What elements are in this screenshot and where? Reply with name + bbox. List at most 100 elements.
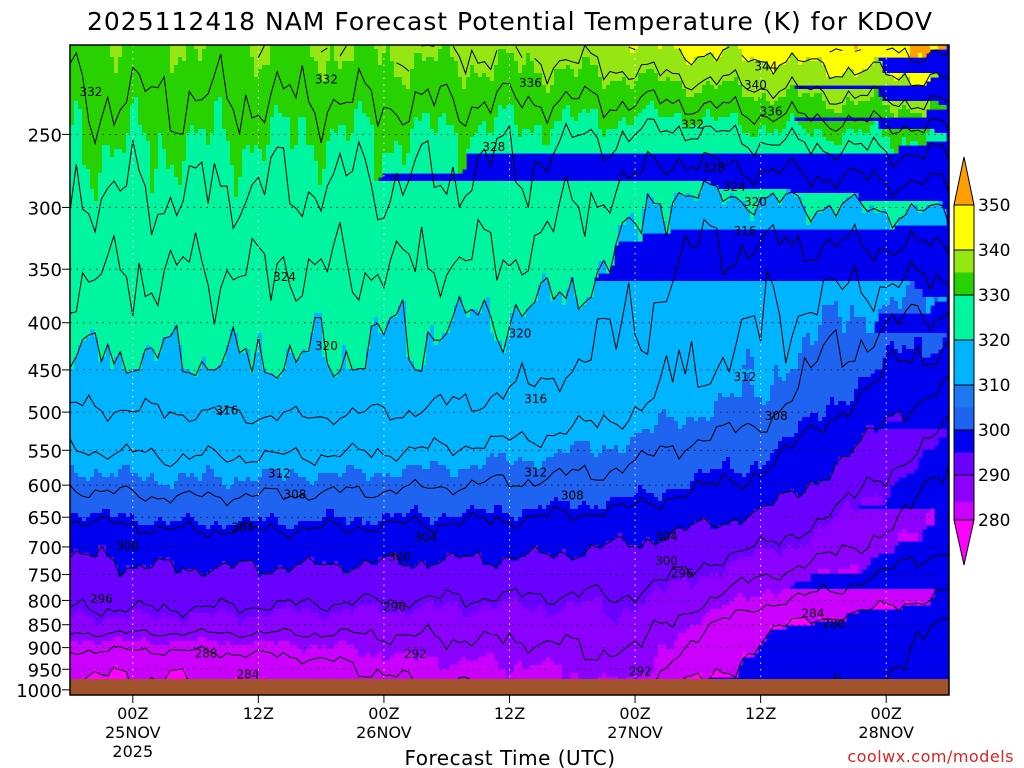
- color-band-cell: [542, 273, 547, 278]
- color-band-cell: [426, 357, 747, 362]
- color-band-cell: [790, 85, 795, 90]
- color-band-cell: [814, 341, 891, 346]
- color-band-cell: [382, 513, 391, 518]
- color-band-cell: [538, 293, 551, 298]
- color-band-cell: [458, 153, 467, 158]
- color-band-cell: [370, 117, 415, 122]
- color-band-cell: [442, 605, 459, 610]
- color-band-cell: [862, 497, 883, 502]
- color-band-cell: [230, 485, 639, 490]
- color-band-cell: [742, 365, 755, 370]
- color-band-cell: [446, 465, 471, 470]
- color-band-cell: [702, 85, 715, 90]
- color-band-cell: [754, 209, 807, 214]
- color-band-cell: [70, 125, 83, 130]
- color-band-cell: [718, 393, 723, 398]
- color-band-cell: [366, 353, 407, 358]
- color-band-cell: [466, 509, 487, 514]
- color-band-cell: [70, 537, 615, 542]
- color-band-cell: [502, 509, 523, 514]
- color-band-cell: [174, 65, 255, 70]
- isoline-312: [70, 260, 949, 468]
- color-band-cell: [310, 333, 323, 338]
- color-band-cell: [218, 609, 227, 614]
- color-band-cell: [98, 553, 107, 558]
- color-band-cell: [534, 129, 543, 134]
- color-band-cell: [594, 293, 907, 298]
- color-band-cell: [162, 517, 183, 522]
- color-band-cell: [630, 437, 783, 442]
- color-band-cell: [666, 589, 767, 594]
- color-band-cell: [122, 361, 143, 366]
- color-band-cell: [110, 509, 327, 514]
- color-band-cell: [566, 289, 575, 294]
- color-band-cell: [358, 101, 363, 106]
- color-band-cell: [522, 313, 527, 318]
- color-band-cell: [658, 541, 811, 546]
- color-band-cell: [766, 401, 831, 406]
- color-band-cell: [214, 105, 223, 110]
- color-band-cell: [810, 481, 815, 486]
- color-band-cell: [674, 45, 727, 50]
- color-band-cell: [414, 125, 431, 130]
- color-band-cell: [146, 637, 199, 642]
- color-band-cell: [98, 193, 235, 198]
- color-band-cell: [294, 357, 299, 362]
- color-band-cell: [90, 513, 111, 518]
- color-band-cell: [206, 469, 215, 474]
- color-band-cell: [290, 605, 359, 610]
- color-band-cell: [550, 553, 559, 558]
- color-band-cell: [554, 73, 575, 78]
- color-band-cell: [70, 117, 75, 122]
- color-band-cell: [322, 561, 327, 566]
- color-band-cell: [386, 473, 391, 478]
- color-band-cell: [746, 377, 751, 382]
- color-band-cell: [882, 501, 887, 506]
- color-band-cell: [362, 109, 499, 114]
- color-band-cell: [746, 349, 751, 354]
- color-band-cell: [830, 401, 835, 406]
- color-band-cell: [874, 205, 911, 210]
- color-band-cell: [722, 573, 811, 578]
- color-band-cell: [574, 293, 595, 298]
- color-band-cell: [494, 337, 507, 342]
- color-band-cell: [262, 157, 267, 162]
- color-band-cell: [322, 173, 375, 178]
- color-band-cell: [70, 645, 299, 650]
- color-band-cell: [582, 65, 599, 70]
- color-band-cell: [418, 657, 439, 662]
- color-band-cell: [534, 125, 543, 130]
- color-band-cell: [126, 565, 131, 570]
- color-band-cell: [850, 313, 855, 318]
- color-band-cell: [70, 225, 619, 230]
- color-band-cell: [654, 585, 659, 590]
- color-band-cell: [82, 161, 103, 166]
- color-band-cell: [694, 473, 743, 478]
- color-band-cell: [390, 45, 443, 50]
- color-band-cell: [666, 489, 791, 494]
- color-band-cell: [686, 629, 771, 634]
- color-band-cell: [874, 209, 883, 214]
- x-tick-label: 12Z: [745, 704, 776, 723]
- color-band-cell: [178, 341, 231, 346]
- color-band-cell: [862, 205, 871, 210]
- color-band-cell: [186, 141, 207, 146]
- color-band-cell: [822, 313, 839, 318]
- color-band-cell: [102, 165, 151, 170]
- color-band-cell: [70, 73, 255, 78]
- color-band-cell: [494, 117, 515, 122]
- color-band-cell: [378, 321, 387, 326]
- color-band-cell: [70, 461, 431, 466]
- color-band-cell: [70, 565, 119, 570]
- color-band-cell: [862, 129, 871, 134]
- color-band-cell: [206, 357, 227, 362]
- color-band-cell: [470, 313, 491, 318]
- contour-label-292: 292: [404, 647, 427, 661]
- color-band-cell: [374, 149, 395, 154]
- color-band-cell: [854, 129, 859, 134]
- color-band-cell: [330, 133, 347, 138]
- color-band-cell: [610, 81, 627, 86]
- color-band-cell: [274, 373, 283, 378]
- color-band-cell: [902, 349, 923, 354]
- color-band-cell: [506, 457, 519, 462]
